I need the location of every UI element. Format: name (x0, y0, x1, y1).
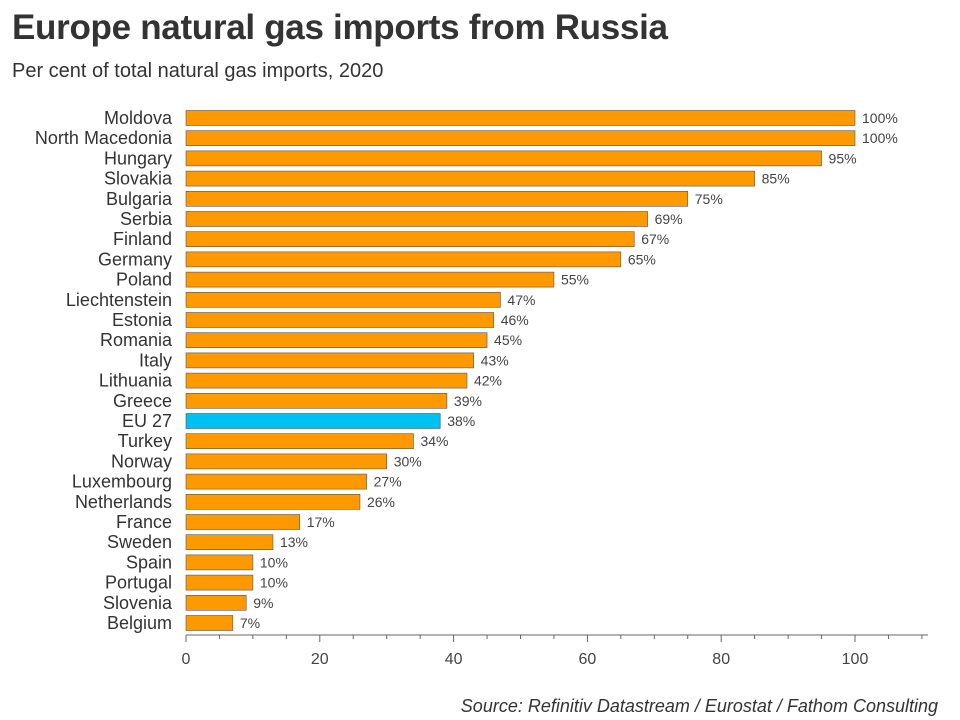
bar-luxembourg (185, 473, 367, 490)
value-label-hungary: 95% (829, 150, 857, 166)
category-label-bulgaria: Bulgaria (106, 189, 173, 209)
source-note: Source: Refinitiv Datastream / Eurostat … (460, 696, 938, 716)
category-label-moldova: Moldova (104, 108, 173, 128)
value-label-sweden: 13% (280, 534, 308, 550)
category-label-germany: Germany (98, 249, 172, 269)
chart-title: Europe natural gas imports from Russia (12, 8, 668, 47)
value-label-germany: 65% (628, 251, 656, 267)
category-label-luxembourg: Luxembourg (72, 472, 172, 492)
category-label-spain: Spain (126, 552, 172, 572)
category-label-north-macedonia: North Macedonia (35, 128, 173, 148)
bar-portugal (185, 574, 254, 591)
value-labels-group: 100% 100% 95% 85% 75% 69% 67% 65% 55% 47% 46% 45% 43… (240, 110, 898, 631)
value-label-liechtenstein: 47% (507, 292, 535, 308)
value-label-france: 17% (307, 514, 335, 530)
category-label-sweden: Sweden (107, 532, 172, 552)
category-label-france: France (116, 512, 172, 532)
category-label-norway: Norway (111, 451, 172, 471)
value-label-poland: 55% (561, 272, 589, 288)
value-label-portugal: 10% (260, 575, 288, 591)
value-label-greece: 39% (454, 393, 482, 409)
bar-serbia (185, 211, 648, 227)
bar-north-macedonia (185, 130, 856, 146)
bar-slovakia (185, 170, 755, 187)
bar-moldova (185, 110, 856, 126)
value-label-belgium: 7% (240, 615, 260, 631)
category-label-portugal: Portugal (105, 573, 172, 593)
value-label-spain: 10% (260, 554, 288, 570)
x-tick-label-60: 60 (579, 651, 597, 668)
value-label-north-macedonia: 100% (862, 130, 898, 146)
bar-poland (185, 271, 555, 288)
value-label-eu-27: 38% (447, 413, 475, 429)
bar-eu-27 (185, 413, 441, 429)
value-label-lithuania: 42% (474, 373, 502, 389)
category-label-italy: Italy (139, 350, 172, 370)
x-tick-label-100: 100 (842, 651, 869, 668)
value-label-turkey: 34% (420, 433, 448, 449)
category-label-slovenia: Slovenia (103, 593, 173, 613)
category-label-turkey: Turkey (118, 431, 172, 451)
value-label-slovakia: 85% (762, 171, 790, 187)
value-label-finland: 67% (641, 231, 669, 247)
bar-spain (185, 554, 254, 571)
x-tick-label-0: 0 (182, 651, 191, 668)
bar-belgium (185, 615, 234, 631)
bars-group (185, 110, 856, 631)
value-label-norway: 30% (394, 453, 422, 469)
x-axis: 0 20 40 60 80 100 (182, 634, 928, 668)
bar-turkey (185, 433, 414, 450)
value-label-romania: 45% (494, 332, 522, 348)
value-label-bulgaria: 75% (695, 191, 723, 207)
value-label-italy: 43% (481, 352, 509, 368)
chart-subtitle: Per cent of total natural gas imports, 2… (12, 60, 384, 82)
bar-italy (185, 352, 474, 369)
bar-netherlands (185, 493, 361, 510)
category-label-liechtenstein: Liechtenstein (66, 290, 172, 310)
category-label-hungary: Hungary (104, 148, 172, 168)
x-tick-label-80: 80 (712, 651, 730, 668)
value-label-slovenia: 9% (253, 595, 273, 611)
bar-estonia (185, 312, 495, 328)
category-label-netherlands: Netherlands (75, 492, 172, 512)
value-label-serbia: 69% (655, 211, 683, 227)
bar-norway (185, 453, 387, 470)
bar-sweden (185, 534, 274, 551)
bar-greece (185, 392, 448, 409)
category-label-poland: Poland (116, 270, 172, 290)
bar-lithuania (185, 372, 468, 389)
category-label-finland: Finland (113, 229, 172, 249)
category-label-lithuania: Lithuania (99, 371, 173, 391)
category-label-slovakia: Slovakia (104, 169, 173, 189)
bar-germany (185, 251, 622, 268)
bar-bulgaria (185, 191, 689, 207)
category-label-eu-27: EU 27 (122, 411, 172, 431)
bar-liechtenstein (185, 291, 501, 308)
value-label-estonia: 46% (501, 312, 529, 328)
value-label-luxembourg: 27% (374, 474, 402, 490)
bar-romania (185, 332, 488, 349)
x-tick-label-20: 20 (311, 651, 329, 668)
category-label-greece: Greece (113, 391, 172, 411)
category-label-romania: Romania (100, 330, 173, 350)
bar-finland (185, 231, 635, 247)
bar-slovenia (185, 594, 247, 611)
bar-france (185, 514, 301, 530)
category-label-belgium: Belgium (107, 613, 172, 633)
value-label-netherlands: 26% (367, 494, 395, 510)
value-label-moldova: 100% (862, 110, 898, 126)
category-label-estonia: Estonia (112, 310, 173, 330)
category-label-serbia: Serbia (120, 209, 173, 229)
x-tick-label-40: 40 (445, 651, 463, 668)
bar-hungary (185, 150, 822, 167)
